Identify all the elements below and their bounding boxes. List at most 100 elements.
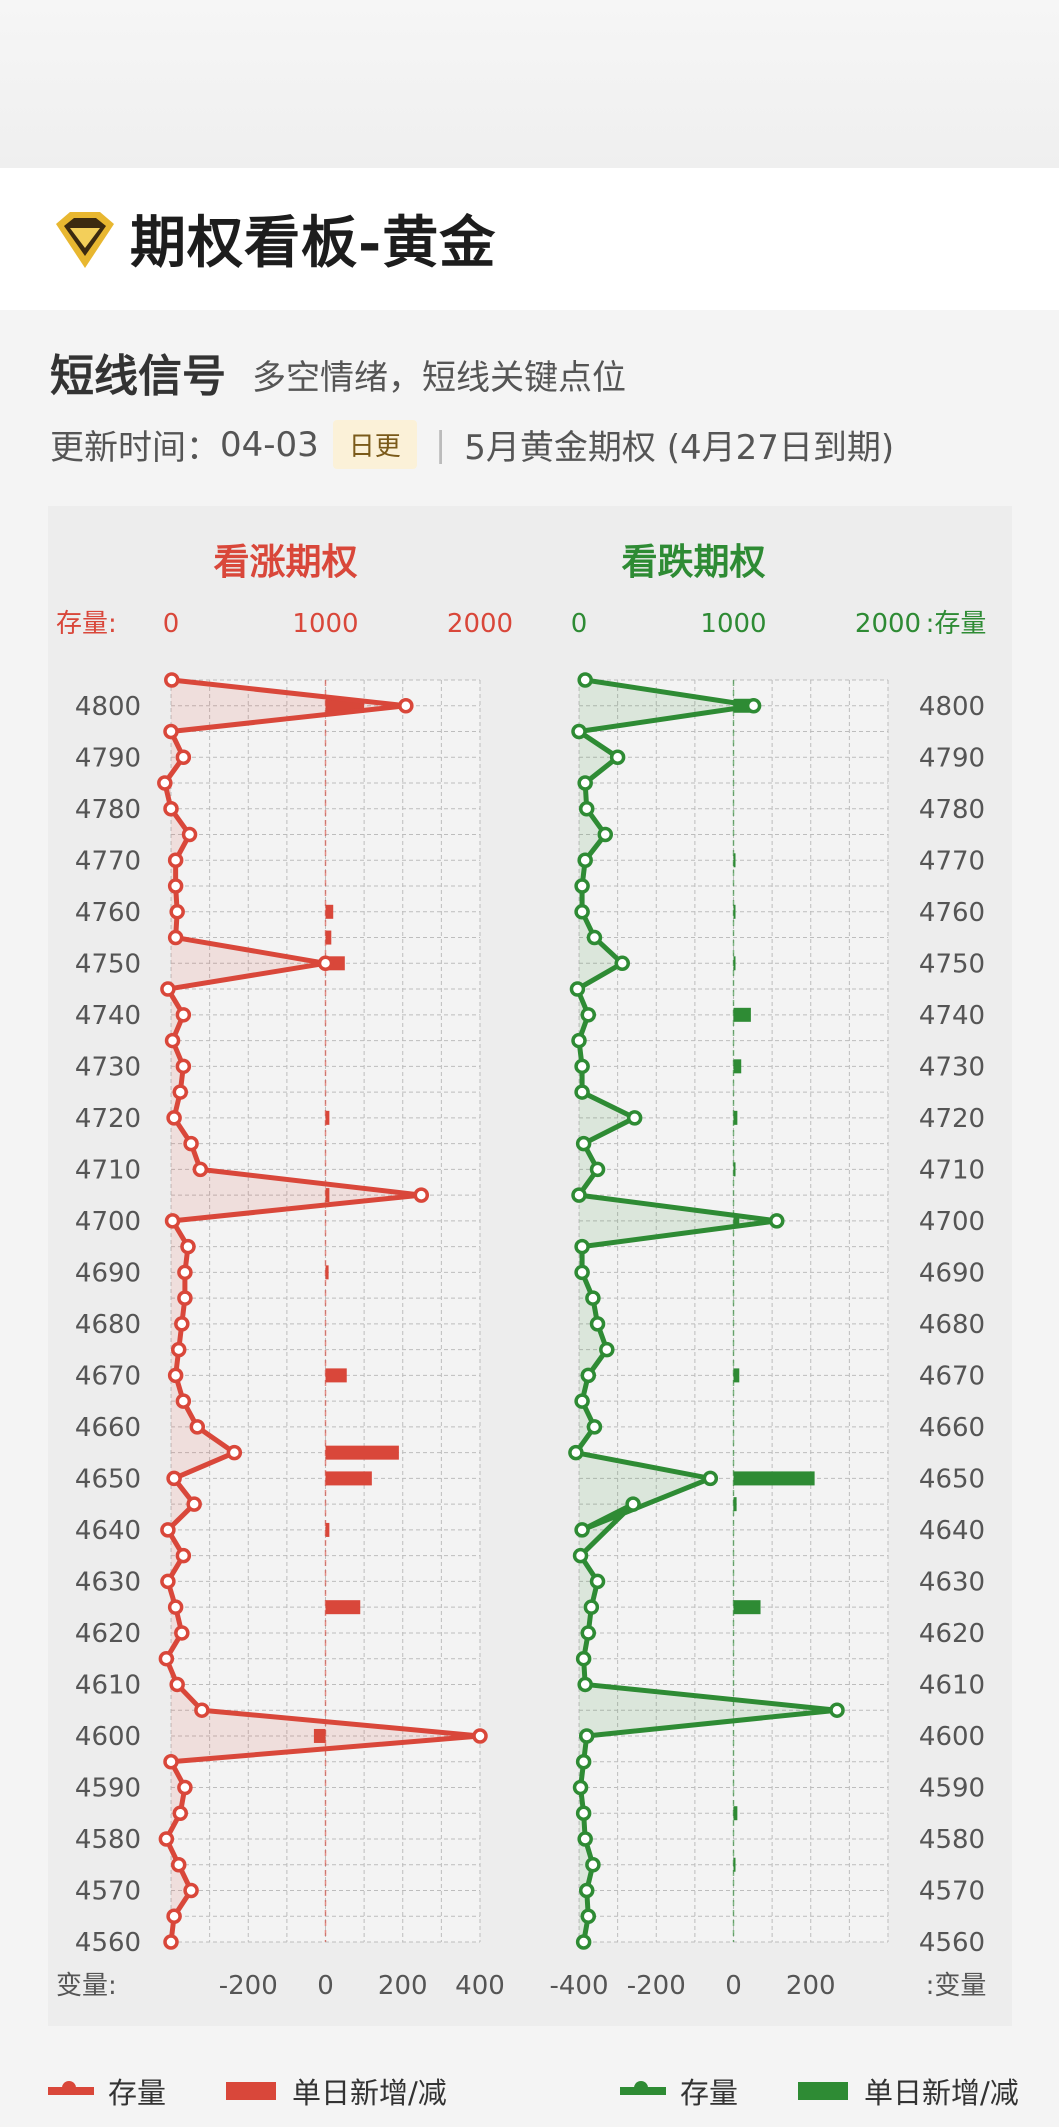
put-strike-tick-3: 4770 bbox=[919, 846, 985, 876]
put-change-bar-31 bbox=[733, 1471, 815, 1486]
put-oi-point-23 bbox=[574, 1264, 590, 1281]
put-oi-point-32 bbox=[574, 1522, 590, 1538]
call-oi-point-6 bbox=[181, 826, 198, 843]
call-oi-point-8 bbox=[167, 878, 184, 894]
call-oi-tick-2: 2000 bbox=[447, 609, 513, 639]
call-strike-tick-7: 4730 bbox=[75, 1052, 141, 1082]
call-oi-point-3 bbox=[175, 749, 192, 766]
call-oi-point-36 bbox=[167, 1599, 184, 1615]
put-oi-point-15 bbox=[574, 1058, 590, 1075]
call-change-bar-20 bbox=[325, 1188, 330, 1203]
put-strike-tick-13: 4670 bbox=[919, 1361, 985, 1391]
put-change-bar-27 bbox=[733, 1368, 740, 1383]
call-panel-title: 看涨期权 bbox=[213, 542, 357, 583]
call-strike-tick-12: 4680 bbox=[75, 1310, 141, 1340]
top-banner bbox=[0, 0, 1059, 168]
call-oi-point-15 bbox=[175, 1058, 192, 1075]
put-oi-point-18 bbox=[575, 1135, 592, 1152]
put-strike-tick-6: 4740 bbox=[919, 1001, 985, 1031]
call-oi-point-22 bbox=[180, 1238, 196, 1255]
call-strike-tick-10: 4700 bbox=[75, 1207, 141, 1237]
put-oi-point-0 bbox=[577, 672, 593, 688]
call-strike-tick-9: 4710 bbox=[75, 1155, 141, 1185]
call-oi-point-35 bbox=[160, 1573, 176, 1590]
call-bottom-axis-label: 变量: bbox=[56, 1971, 117, 2001]
put-strike-tick-7: 4730 bbox=[919, 1052, 985, 1082]
call-oi-point-30 bbox=[226, 1444, 243, 1461]
put-legend: 存量 单日新增/减 bbox=[620, 2070, 1019, 2112]
put-oi-point-25 bbox=[589, 1316, 606, 1332]
put-oi-point-14 bbox=[571, 1032, 587, 1049]
call-oi-point-4 bbox=[157, 775, 173, 791]
call-oi-point-48 bbox=[166, 1908, 182, 1924]
put-oi-legend-label: 存量 bbox=[680, 2076, 739, 2110]
call-oi-point-41 bbox=[472, 1728, 488, 1744]
put-oi-point-4 bbox=[577, 775, 593, 791]
call-oi-point-17 bbox=[166, 1110, 182, 1126]
put-oi-point-19 bbox=[589, 1161, 606, 1178]
put-strike-tick-11: 4690 bbox=[919, 1258, 985, 1288]
call-oi-point-20 bbox=[413, 1187, 430, 1203]
put-strike-tick-24: 4560 bbox=[919, 1928, 985, 1958]
put-oi-point-46 bbox=[585, 1856, 601, 1873]
put-strike-tick-5: 4750 bbox=[919, 949, 985, 979]
put-change-tick-1: -200 bbox=[627, 1971, 686, 2001]
put-oi-point-31 bbox=[702, 1470, 719, 1487]
put-strike-tick-17: 4630 bbox=[919, 1567, 985, 1597]
call-oi-point-27 bbox=[167, 1367, 184, 1384]
call-oi-point-39 bbox=[169, 1676, 185, 1693]
call-oi-point-21 bbox=[164, 1213, 181, 1229]
call-oi-legend-icon bbox=[48, 2081, 94, 2095]
put-oi-point-28 bbox=[574, 1393, 590, 1409]
put-oi-point-11 bbox=[614, 955, 631, 972]
call-strike-tick-14: 4660 bbox=[75, 1413, 141, 1443]
call-oi-tick-0: 0 bbox=[163, 609, 180, 639]
call-change-tick-2: 200 bbox=[378, 1971, 428, 2001]
put-strike-tick-23: 4570 bbox=[919, 1876, 985, 1906]
call-oi-point-26 bbox=[170, 1341, 187, 1358]
header: 期权看板-黄金 bbox=[0, 168, 1059, 310]
signal-title: 短线信号 bbox=[50, 351, 226, 402]
put-strike-tick-18: 4620 bbox=[919, 1619, 985, 1649]
put-oi-point-24 bbox=[585, 1290, 601, 1306]
put-oi-point-43 bbox=[572, 1779, 589, 1796]
update-label: 更新时间： bbox=[50, 428, 220, 468]
call-change-tick-3: 400 bbox=[455, 1971, 505, 2001]
call-strike-tick-6: 4740 bbox=[75, 1001, 141, 1031]
call-oi-point-7 bbox=[167, 852, 184, 869]
call-oi-point-33 bbox=[160, 1522, 176, 1538]
put-oi-point-39 bbox=[577, 1676, 593, 1693]
put-oi-point-48 bbox=[580, 1908, 597, 1924]
call-strike-tick-13: 4670 bbox=[75, 1361, 141, 1391]
put-oi-tick-2: 2000 bbox=[855, 609, 921, 639]
put-oi-point-34 bbox=[572, 1547, 589, 1564]
call-change-bar-9 bbox=[325, 904, 334, 919]
call-top-axis-label: 存量: bbox=[56, 609, 117, 639]
call-oi-tick-1: 1000 bbox=[292, 609, 358, 639]
call-change-bar-27 bbox=[325, 1368, 347, 1383]
put-oi-point-33 bbox=[625, 1496, 641, 1512]
call-change-bar-30 bbox=[325, 1445, 399, 1460]
put-oi-point-1 bbox=[745, 698, 762, 714]
call-change-bar-23 bbox=[325, 1265, 329, 1280]
call-oi-point-45 bbox=[158, 1831, 175, 1847]
put-strike-tick-2: 4780 bbox=[919, 795, 985, 825]
put-oi-point-47 bbox=[578, 1882, 595, 1899]
put-oi-point-29 bbox=[586, 1419, 603, 1435]
put-oi-point-9 bbox=[574, 904, 590, 920]
options-chart-card: 看涨期权 存量: 0 1000 2000 变量: -200 0 200 400 4800 4790 47… bbox=[48, 506, 1012, 2026]
put-strike-tick-1: 4790 bbox=[919, 743, 985, 773]
put-change-bar-21 bbox=[733, 1213, 740, 1228]
put-oi-tick-1: 1000 bbox=[700, 609, 766, 639]
call-strike-tick-18: 4620 bbox=[75, 1619, 141, 1649]
put-oi-point-13 bbox=[580, 1007, 597, 1023]
call-strike-tick-5: 4750 bbox=[75, 949, 141, 979]
signal-subtitle: 多空情绪，短线关键点位 bbox=[252, 358, 626, 398]
call-oi-point-10 bbox=[167, 929, 184, 946]
call-oi-point-40 bbox=[194, 1702, 210, 1718]
put-oi-point-8 bbox=[574, 878, 590, 894]
call-oi-point-44 bbox=[172, 1805, 189, 1821]
call-strike-tick-20: 4600 bbox=[75, 1722, 141, 1752]
call-oi-legend-label: 存量 bbox=[108, 2076, 167, 2110]
